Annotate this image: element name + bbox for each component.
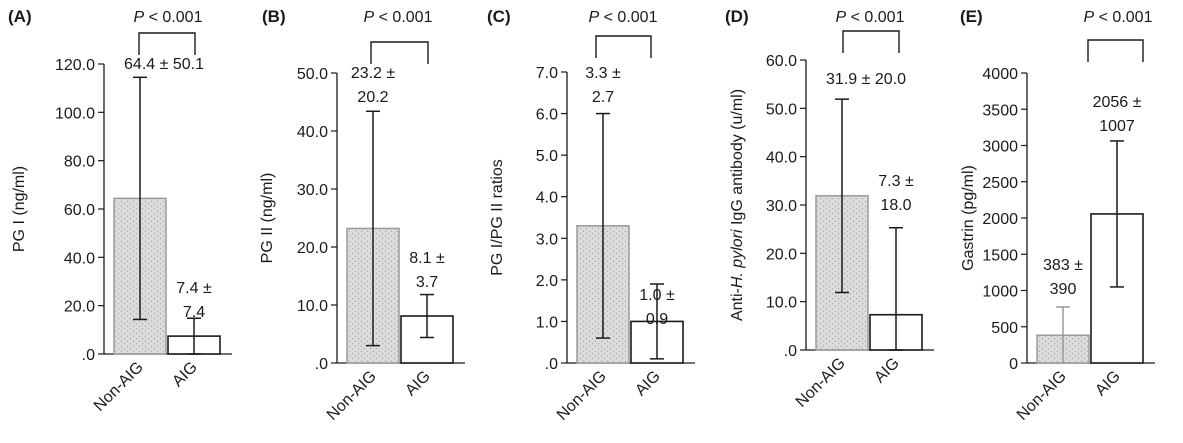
x-tick-label: AIG — [402, 368, 434, 400]
significance-label: P < 0.001 — [589, 9, 658, 26]
significance-bracket — [1087, 39, 1144, 62]
y-axis-title: PG I/PG II ratios — [489, 159, 506, 275]
significance-label: P < 0.001 — [836, 9, 905, 26]
y-tick-label: 6.0 — [536, 107, 558, 124]
y-tick-label: 120.0 — [55, 57, 95, 74]
y-tick-label: 80.0 — [64, 154, 95, 171]
y-tick-label: 20.0 — [64, 299, 95, 316]
y-tick-label: 1.0 — [536, 314, 558, 331]
y-tick-label: 40.0 — [64, 250, 95, 267]
y-tick-label: 40.0 — [297, 124, 328, 141]
panel-d: (D) .0 10.0 20.0 30.0 40.0 50.0 60.0 Anti-H. pyl… — [725, 7, 934, 411]
y-axis-title: PG I (ng/ml) — [11, 166, 28, 252]
y-axis-title: Anti-H. pylori IgG antibody (u/ml) — [729, 89, 746, 321]
y-tick-label: 3.0 — [536, 231, 558, 248]
y-tick-label: 30.0 — [766, 198, 797, 215]
y-tick-label: 4000 — [982, 66, 1018, 83]
x-tick-label: Non-AIG — [1014, 368, 1070, 424]
panel-label: (C) — [487, 7, 511, 26]
y-axis-title: Gastrin (pg/ml) — [960, 165, 977, 271]
y-axis-title: PG II (ng/ml) — [259, 173, 276, 264]
y-tick-label: 0 — [1009, 356, 1018, 373]
y-tick-label: 2000 — [982, 211, 1018, 228]
y-tick-label: 7.0 — [536, 65, 558, 82]
x-tick-label: Non-AIG — [91, 359, 147, 415]
value-label-non-aig: 31.9 ± 20.0 — [826, 71, 906, 88]
panel-label: (A) — [8, 7, 32, 26]
y-tick-label: 20.0 — [766, 246, 797, 263]
significance-bracket — [595, 35, 652, 58]
y-tick-label: 500 — [991, 320, 1018, 337]
value-label-aig: 7.3 ±18.0 — [878, 173, 914, 214]
significance-label: P < 0.001 — [1084, 9, 1153, 26]
value-label-non-aig: 64.4 ± 50.1 — [124, 56, 204, 73]
panel-c: (C) .0 1.0 2.0 3.0 4.0 5.0 6.0 7.0 PG I/PG II rat… — [487, 7, 695, 424]
x-tick-label: AIG — [871, 355, 903, 387]
y-tick-label: 4.0 — [536, 190, 558, 207]
y-tick-label: 3000 — [982, 139, 1018, 156]
y-tick-label: .0 — [315, 356, 328, 373]
y-tick-label: 50.0 — [297, 66, 328, 83]
y-tick-label: 1500 — [982, 247, 1018, 264]
y-tick-label: 40.0 — [766, 150, 797, 167]
significance-bracket — [138, 32, 196, 55]
x-tick-label: Non-AIG — [554, 368, 610, 424]
x-tick-label: Non-AIG — [324, 368, 380, 424]
value-label-non-aig: 3.3 ±2.7 — [585, 65, 621, 106]
panel-a: (A) .0 20.0 40.0 60.0 80.0 100.0 120.0 PG I (ng/… — [8, 7, 232, 415]
y-tick-label: 60.0 — [766, 53, 797, 70]
y-tick-label: 50.0 — [766, 101, 797, 118]
y-tick-label: 2500 — [982, 175, 1018, 192]
x-tick-label: Non-AIG — [793, 355, 849, 411]
y-tick-label: 10.0 — [297, 298, 328, 315]
significance-label: P < 0.001 — [364, 9, 433, 26]
y-tick-label: 1000 — [982, 284, 1018, 301]
value-label-aig: 7.4 ±7.4 — [176, 280, 212, 321]
significance-bracket — [842, 30, 900, 53]
y-tick-label: 10.0 — [766, 295, 797, 312]
y-tick-label: 60.0 — [64, 202, 95, 219]
y-tick-label: 5.0 — [536, 148, 558, 165]
panel-e: (E) 0 500 1000 1500 2000 2500 3000 3500 4000 Gastr… — [960, 7, 1155, 424]
significance-label: P < 0.001 — [134, 9, 203, 26]
value-label-aig: 8.1 ±3.7 — [409, 250, 445, 291]
panel-b: (B) .0 10.0 20.0 30.0 40.0 50.0 PG II (ng/ml) 23… — [259, 7, 465, 424]
panel-label: (D) — [725, 7, 749, 26]
panel-label: (B) — [262, 7, 286, 26]
significance-bracket — [370, 41, 429, 64]
x-tick-label: AIG — [169, 359, 201, 391]
y-tick-label: 30.0 — [297, 182, 328, 199]
panel-label: (E) — [960, 7, 983, 26]
y-tick-label: .0 — [82, 347, 95, 364]
y-tick-label: .0 — [545, 356, 558, 373]
y-tick-label: 100.0 — [55, 105, 95, 122]
value-label-non-aig: 23.2 ±20.2 — [351, 65, 396, 106]
y-tick-label: 3500 — [982, 102, 1018, 119]
value-label-non-aig: 383 ±390 — [1043, 257, 1083, 298]
value-label-aig: 1.0 ±0.9 — [639, 287, 675, 328]
y-tick-label: 2.0 — [536, 273, 558, 290]
x-tick-label: AIG — [1092, 368, 1124, 400]
value-label-aig: 2056 ±1007 — [1093, 94, 1142, 135]
y-tick-label: 20.0 — [297, 240, 328, 257]
y-tick-label: .0 — [784, 343, 797, 360]
x-tick-label: AIG — [632, 368, 664, 400]
